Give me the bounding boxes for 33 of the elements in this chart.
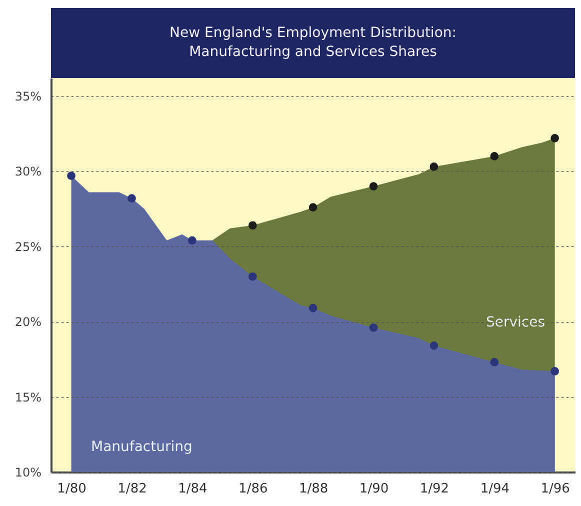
point <box>369 182 378 190</box>
point <box>550 367 559 376</box>
point <box>248 272 257 281</box>
x-tick-label: 1/80 <box>57 482 86 496</box>
chart-title: New England's Employment Distribution: Manufacturing and Services Shares <box>51 8 575 78</box>
point <box>369 323 378 332</box>
x-tick-label: 1/90 <box>359 482 389 496</box>
series-label: Services <box>486 314 545 330</box>
point <box>128 194 136 202</box>
point <box>490 152 499 160</box>
point <box>430 162 438 171</box>
x-tick-label: 1/92 <box>420 482 450 496</box>
x-tick-label: 1/86 <box>238 482 268 496</box>
x-tick-label: 1/88 <box>298 482 328 496</box>
point <box>308 203 318 212</box>
x-tick-label: 1/84 <box>178 482 208 496</box>
y-tick-label: 15% <box>14 390 42 404</box>
y-tick-label: 10% <box>14 466 42 480</box>
y-tick-label: 30% <box>14 164 42 179</box>
point <box>308 304 318 312</box>
point <box>67 172 76 180</box>
x-tick-label: 1/94 <box>480 482 510 496</box>
x-tick-label: 1/82 <box>118 482 147 496</box>
point <box>490 358 499 366</box>
point <box>430 342 438 350</box>
y-tick-label: 25% <box>14 240 42 254</box>
point <box>550 134 559 142</box>
y-tick-label: 35% <box>14 90 42 104</box>
series-label: Manufacturing <box>91 439 192 455</box>
x-tick-label: 1/96 <box>540 482 570 496</box>
y-tick-label: 20% <box>14 315 42 330</box>
point <box>188 236 196 245</box>
point <box>248 221 257 230</box>
